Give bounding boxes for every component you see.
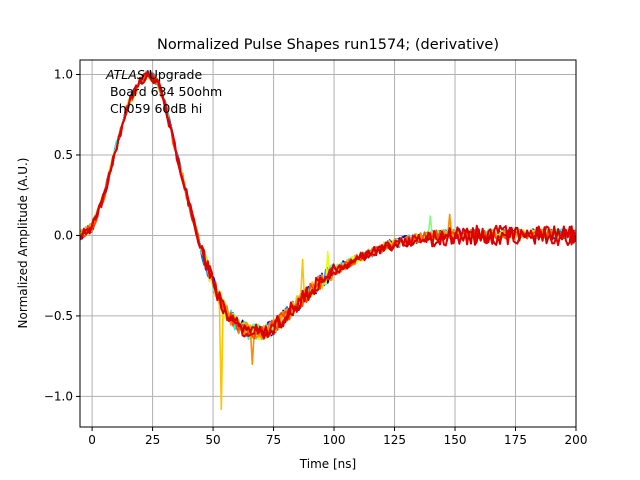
y-axis-label: Normalized Amplitude (A.U.) xyxy=(16,158,30,329)
x-tick-label: 150 xyxy=(444,433,467,447)
x-tick-label: 175 xyxy=(504,433,527,447)
annotation-line-3: Ch059 60dB hi xyxy=(106,101,202,116)
x-tick-label: 50 xyxy=(205,433,220,447)
x-tick-label: 125 xyxy=(383,433,406,447)
plot-frame xyxy=(79,59,577,428)
x-tick-label: 200 xyxy=(565,433,588,447)
y-axis-ticks: 1.0 0.5 0.0 −0.5 −1.0 xyxy=(44,67,80,403)
annotation-atlas: ATLAS xyxy=(105,67,145,82)
y-tick-label: 1.0 xyxy=(54,67,73,81)
x-tick-label: 75 xyxy=(266,433,281,447)
chart-title: Normalized Pulse Shapes run1574; (deriva… xyxy=(157,37,499,53)
y-tick-label: 0.0 xyxy=(54,228,73,242)
annotation-line-2: Board 634 50ohm xyxy=(106,84,222,99)
trace-11 xyxy=(80,72,576,339)
annotation-line-1: ATLAS Upgrade xyxy=(105,67,202,82)
x-tick-label: 0 xyxy=(88,433,96,447)
annotation-upgrade: Upgrade xyxy=(145,67,203,82)
y-tick-label: −1.0 xyxy=(44,389,73,403)
annotation: ATLAS Upgrade Board 634 50ohm Ch059 60dB… xyxy=(105,67,222,116)
x-axis-label: Time [ns] xyxy=(299,457,356,471)
x-tick-label: 100 xyxy=(323,433,346,447)
y-tick-label: −0.5 xyxy=(44,309,73,323)
traces xyxy=(80,70,576,411)
x-axis-ticks: 0 25 50 75 100 125 150 175 200 xyxy=(88,427,587,447)
x-tick-label: 25 xyxy=(145,433,160,447)
y-tick-label: 0.5 xyxy=(54,148,73,162)
